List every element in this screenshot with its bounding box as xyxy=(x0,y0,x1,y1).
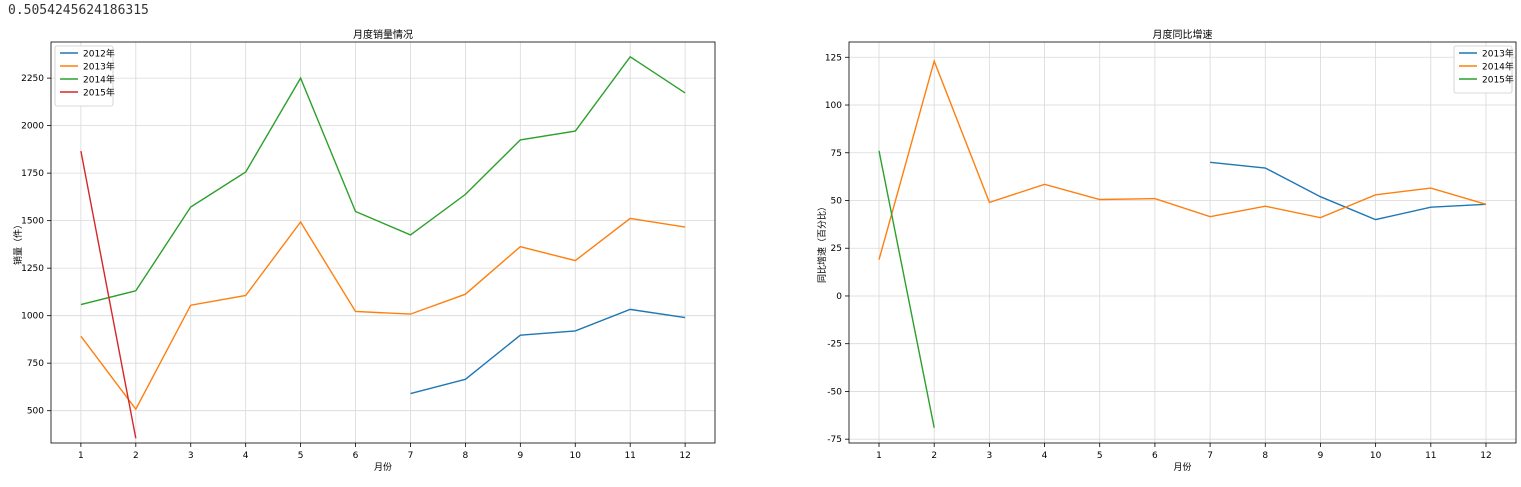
x-tick-label: 12 xyxy=(1480,451,1491,461)
y-tick-label: 1500 xyxy=(21,217,44,227)
x-tick-label: 11 xyxy=(1425,451,1436,461)
x-tick-label: 1 xyxy=(78,451,84,461)
legend-label: 2014年 xyxy=(83,74,115,86)
series-line-2014年 xyxy=(878,58,1487,260)
series-line-2015年 xyxy=(80,150,137,439)
y-tick-label: 2000 xyxy=(21,122,44,132)
y-tick-label: 2250 xyxy=(21,74,44,84)
x-tick-label: 4 xyxy=(1042,451,1048,461)
x-tick-label: 7 xyxy=(408,451,414,461)
series-line-2015年 xyxy=(878,150,935,428)
x-tick-label: 9 xyxy=(1318,451,1324,461)
x-tick-label: 12 xyxy=(679,451,690,461)
x-tick-label: 4 xyxy=(243,451,249,461)
x-tick-label: 3 xyxy=(188,451,194,461)
x-tick-label: 7 xyxy=(1207,451,1213,461)
x-tick-label: 6 xyxy=(353,451,359,461)
x-tick-label: 8 xyxy=(1262,451,1268,461)
x-tick-label: 9 xyxy=(517,451,523,461)
y-tick-label: 750 xyxy=(27,359,44,369)
x-tick-label: 3 xyxy=(987,451,993,461)
y-tick-label: 0 xyxy=(836,292,842,302)
x-tick-label: 1 xyxy=(876,451,882,461)
series-line-2014年 xyxy=(80,55,686,306)
x-tick-label: 2 xyxy=(133,451,139,461)
y-axis-label: 同比增速（百分比） xyxy=(816,202,828,283)
x-tick-label: 5 xyxy=(298,451,304,461)
legend-label: 2012年 xyxy=(83,48,115,60)
y-tick-label: 1250 xyxy=(21,264,44,274)
x-axis-label: 月份 xyxy=(1173,461,1191,473)
legend-label: 2013年 xyxy=(1482,48,1514,60)
y-tick-label: 75 xyxy=(831,149,842,159)
y-tick-label: 1000 xyxy=(21,312,44,322)
sales-chart: 1 2 3 4 5 6 7 8 9 10 11 125007501000125015001750200… xyxy=(12,28,716,473)
legend-box xyxy=(54,45,114,107)
y-tick-label: -25 xyxy=(827,340,842,350)
plot-frame xyxy=(848,41,1517,444)
series-line-2012年 xyxy=(410,308,686,395)
y-tick-label: 500 xyxy=(27,407,44,417)
legend-label: 2015年 xyxy=(1482,74,1514,86)
x-tick-label: 8 xyxy=(463,451,469,461)
y-tick-label: 25 xyxy=(831,244,842,254)
x-tick-label: 10 xyxy=(1370,451,1382,461)
x-tick-label: 11 xyxy=(624,451,635,461)
x-axis-label: 月份 xyxy=(374,461,392,473)
y-tick-label: 50 xyxy=(831,196,843,206)
y-tick-label: -50 xyxy=(827,387,842,397)
legend-label: 2015年 xyxy=(83,87,115,99)
series-line-2013年 xyxy=(1210,161,1487,221)
x-tick-label: 6 xyxy=(1152,451,1158,461)
x-tick-label: 2 xyxy=(931,451,937,461)
x-tick-label: 5 xyxy=(1097,451,1103,461)
legend-box xyxy=(1453,45,1513,94)
legend-label: 2014年 xyxy=(1482,61,1514,73)
y-tick-label: 1750 xyxy=(21,169,44,179)
chart-title: 月度销量情况 xyxy=(353,28,413,41)
series-line-2013年 xyxy=(80,217,686,411)
y-tick-label: 125 xyxy=(825,53,842,63)
legend-label: 2013年 xyxy=(83,61,115,73)
y-tick-label: -75 xyxy=(827,435,842,445)
y-tick-label: 100 xyxy=(825,101,842,111)
x-tick-label: 10 xyxy=(570,451,582,461)
cell-output-value: 0.5054245624186315 xyxy=(8,3,149,18)
plot-frame xyxy=(50,41,716,444)
growth-chart: 1 2 3 4 5 6 7 8 9 10 11 12-75-50-250255075100125月度同… xyxy=(816,28,1517,473)
y-axis-label: 销量（件） xyxy=(12,220,24,265)
chart-title: 月度同比增速 xyxy=(1153,28,1213,41)
